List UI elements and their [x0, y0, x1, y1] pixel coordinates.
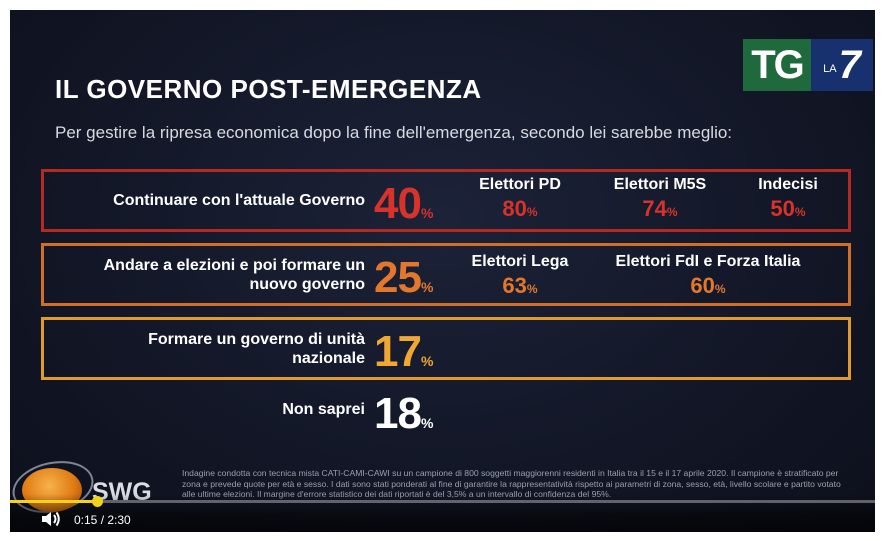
option-2-label-line2: nuovo governo [249, 276, 365, 293]
player-controls [10, 494, 875, 532]
breakdown-1-3-group: Indecisi [758, 176, 818, 193]
breakdown-1-2-value: 74% [595, 196, 725, 222]
time-display: 0:15 / 2:30 [74, 513, 131, 527]
volume-icon[interactable] [40, 510, 62, 528]
breakdown-2-1-value: 63% [455, 273, 585, 299]
breakdown-2-2-pct: % [714, 282, 726, 296]
slide-title: IL GOVERNO POST-EMERGENZA [55, 74, 482, 104]
progress-bar[interactable] [10, 496, 875, 507]
breakdown-2-1-group: Elettori Lega [471, 253, 569, 270]
option-3-label-line1: Formare un governo di unità [148, 331, 365, 348]
breakdown-1-3-pct: % [794, 205, 806, 219]
breakdown-1-2-group: Elettori M5S [613, 176, 707, 193]
breakdown-1-2-number: 74 [642, 196, 667, 221]
tg-logo: TG [743, 39, 811, 91]
option-1-pct: % [420, 205, 434, 221]
option-1-number: 40 [374, 179, 422, 228]
breakdown-2-1-number: 63 [502, 273, 527, 298]
progress-scrubber[interactable] [91, 496, 103, 507]
breakdown-2-2-group: Elettori FdI e Forza Italia [615, 253, 801, 270]
breakdown-1-2-pct: % [666, 205, 678, 219]
la7-logo-la: LA [823, 63, 837, 75]
option-box-2 [41, 243, 851, 306]
breakdown-1-1-pct: % [526, 205, 538, 219]
breakdown-1-1-value: 80% [460, 196, 580, 222]
option-2-value: 25% [374, 253, 433, 303]
option-4-pct: % [420, 415, 434, 431]
breakdown-1-1-number: 80 [502, 196, 527, 221]
option-box-3 [41, 317, 851, 380]
option-3-number: 17 [374, 327, 422, 376]
la7-logo-seven: 7 [838, 42, 861, 87]
option-4-label: Non saprei [282, 401, 365, 418]
progress-fill [10, 500, 97, 503]
breakdown-2-2-value: 60% [588, 273, 828, 299]
breakdown-1-3-number: 50 [770, 196, 795, 221]
option-3-label: Formare un governo di unità nazionale [55, 330, 365, 368]
option-1-label: Continuare con l'attuale Governo [113, 192, 365, 209]
video-frame[interactable]: IL GOVERNO POST-EMERGENZA Per gestire la… [10, 10, 875, 532]
breakdown-1-3-value: 50% [738, 196, 838, 222]
la7-logo: LA 7 [811, 39, 873, 91]
option-1-value: 40% [374, 179, 433, 229]
option-2-label: Andare a elezioni e poi formare un nuovo… [35, 256, 365, 294]
option-2-label-line1: Andare a elezioni e poi formare un [103, 257, 365, 274]
breakdown-2-2-number: 60 [690, 273, 715, 298]
option-3-value: 17% [374, 327, 433, 377]
option-3-label-line2: nazionale [292, 350, 365, 367]
option-3-pct: % [420, 353, 434, 369]
option-4-value: 18% [374, 389, 433, 439]
option-box-1 [41, 169, 851, 232]
option-2-pct: % [420, 279, 434, 295]
breakdown-1-1-group: Elettori PD [479, 176, 561, 193]
option-4-number: 18 [374, 389, 422, 438]
breakdown-2-1-pct: % [526, 282, 538, 296]
option-2-number: 25 [374, 253, 422, 302]
slide-subtitle: Per gestire la ripresa economica dopo la… [55, 123, 733, 142]
slide: IL GOVERNO POST-EMERGENZA Per gestire la… [10, 10, 875, 532]
